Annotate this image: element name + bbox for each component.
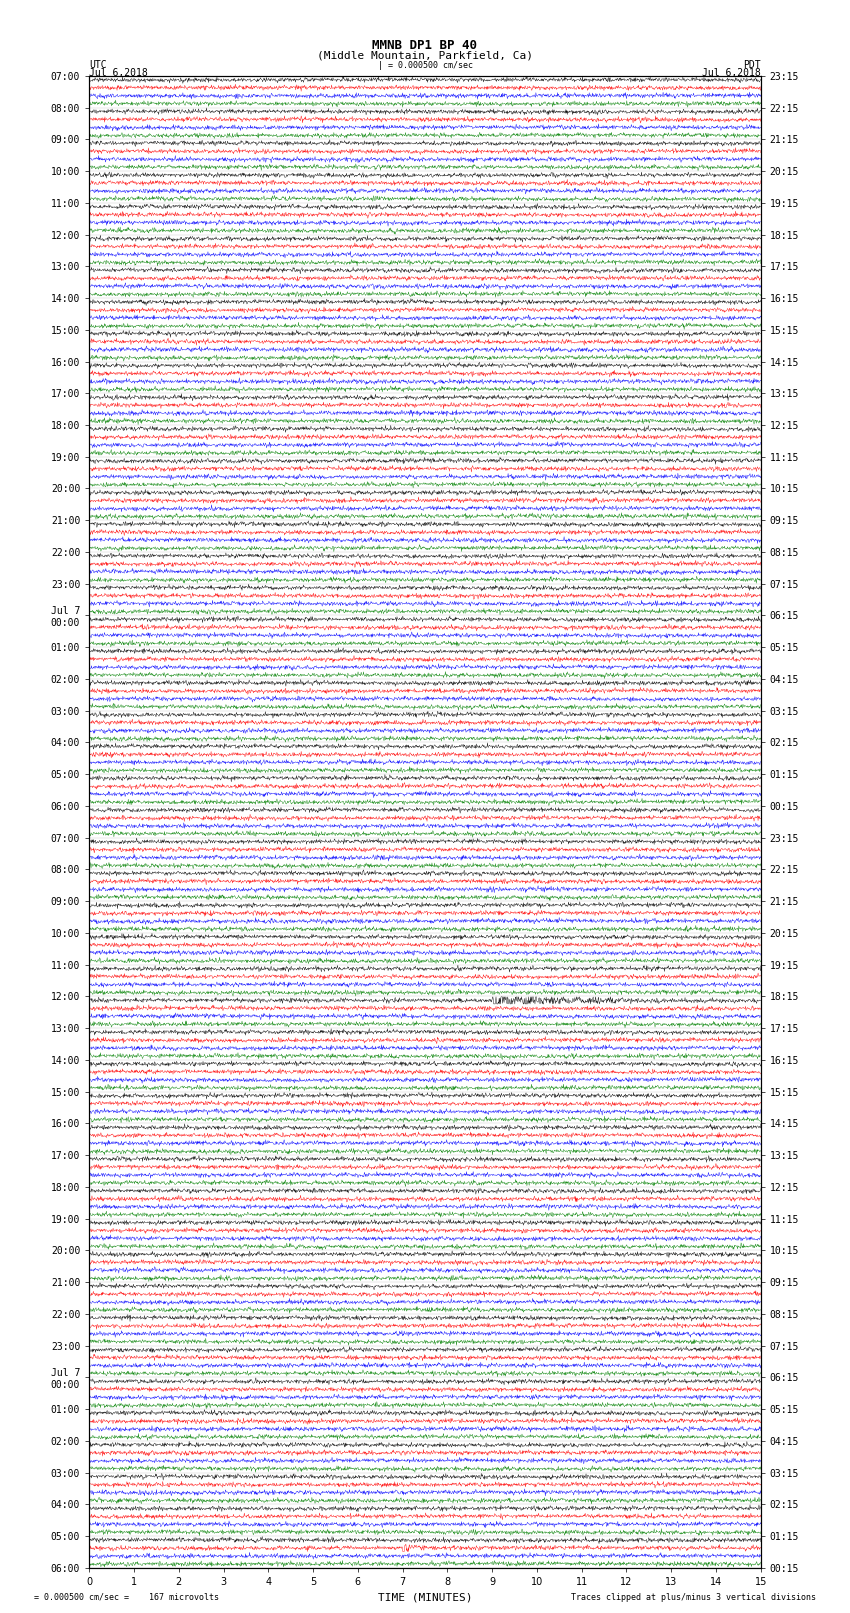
Text: UTC: UTC bbox=[89, 60, 107, 69]
Text: Traces clipped at plus/minus 3 vertical divisions: Traces clipped at plus/minus 3 vertical … bbox=[571, 1592, 816, 1602]
Text: Jul 6,2018: Jul 6,2018 bbox=[702, 68, 761, 77]
Text: (Middle Mountain, Parkfield, Ca): (Middle Mountain, Parkfield, Ca) bbox=[317, 50, 533, 60]
Text: Jul 6,2018: Jul 6,2018 bbox=[89, 68, 148, 77]
Text: PDT: PDT bbox=[743, 60, 761, 69]
Text: | = 0.000500 cm/sec: | = 0.000500 cm/sec bbox=[377, 61, 473, 71]
Text: MMNB DP1 BP 40: MMNB DP1 BP 40 bbox=[372, 39, 478, 52]
Text: = 0.000500 cm/sec =    167 microvolts: = 0.000500 cm/sec = 167 microvolts bbox=[34, 1592, 219, 1602]
X-axis label: TIME (MINUTES): TIME (MINUTES) bbox=[377, 1592, 473, 1602]
